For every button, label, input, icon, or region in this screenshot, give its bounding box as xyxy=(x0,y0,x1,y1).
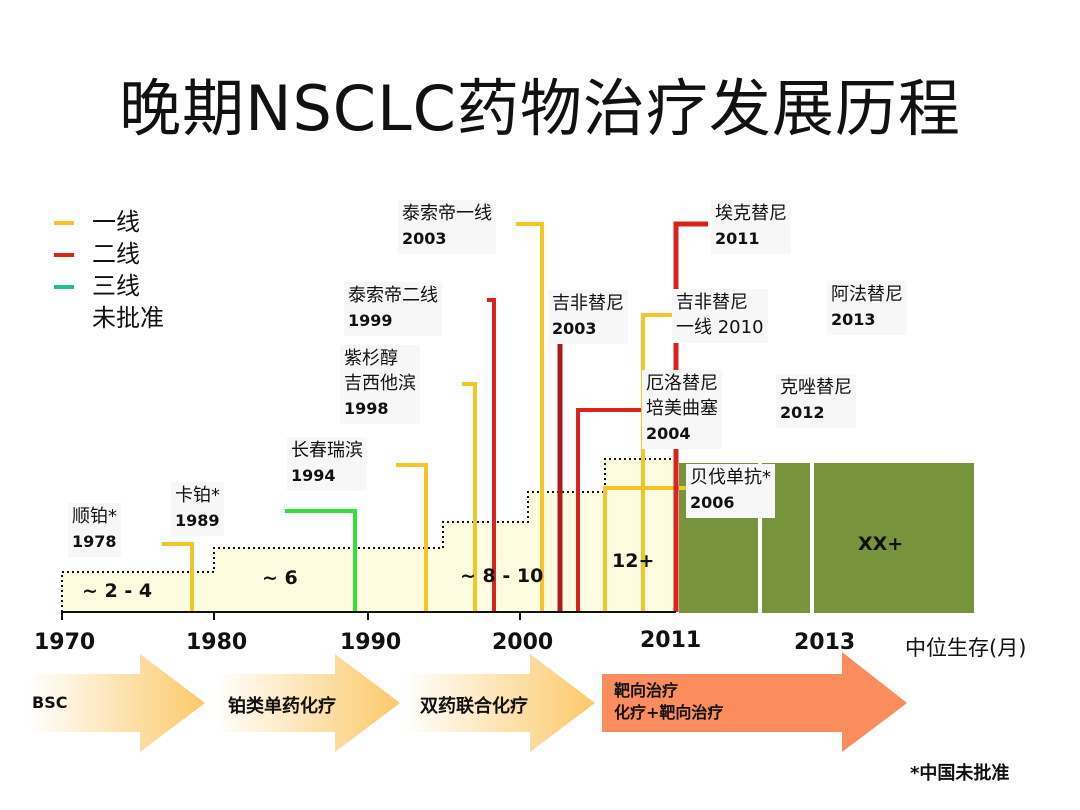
survival-range-label: ~ 2 - 4 xyxy=(82,580,153,602)
drug-label-afatinib: 阿法替尼 2013 xyxy=(827,281,907,335)
drug-name: 克唑替尼 xyxy=(780,377,852,398)
era-arrow-doublet xyxy=(405,654,595,752)
legend-swatch xyxy=(54,221,74,225)
legend-label: 未批准 xyxy=(92,304,164,332)
drug-name: 厄洛替尼 xyxy=(646,373,718,394)
drug-label-gefitinib: 吉非替尼 2003 xyxy=(548,290,628,344)
drug-label-bevacizumab: 贝伐单抗* 2006 xyxy=(686,464,775,518)
drug-name: 紫杉醇 xyxy=(344,348,398,369)
drug-year: 2003 xyxy=(402,229,447,248)
axis-tick-label: 2011 xyxy=(640,628,702,653)
drug-year: 1998 xyxy=(344,399,389,418)
legend-swatch xyxy=(54,253,74,257)
page-title: 晚期NSCLC药物治疗发展历程 xyxy=(119,72,961,145)
drug-label-icotinib: 埃克替尼 2011 xyxy=(711,200,791,254)
drug-line-docetaxel-2nd xyxy=(487,298,496,612)
drug-label-vinorelbine: 长春瑞滨 1994 xyxy=(287,437,367,491)
drug-name: 一线 2010 xyxy=(676,317,764,338)
drug-line-bevacizumab xyxy=(603,486,690,612)
drug-name: 泰索帝二线 xyxy=(348,285,438,306)
era-label-line: 靶向治疗 xyxy=(614,681,679,700)
legend-item-third-line: 三线 xyxy=(54,270,164,302)
era-label-targeted: 靶向治疗 化疗+靶向治疗 xyxy=(614,680,723,724)
drug-name: 培美曲塞 xyxy=(646,398,718,419)
axis-tick-label: 2013 xyxy=(794,630,856,655)
axis-unit-label: 中位生存(月) xyxy=(905,636,1027,660)
legend-label: 二线 xyxy=(92,240,140,268)
legend-item-second-line: 二线 xyxy=(54,238,164,270)
footnote: *中国未批准 xyxy=(910,763,1010,784)
era-label-doublet: 双药联合化疗 xyxy=(420,696,528,717)
drug-name: 吉非替尼 xyxy=(552,293,624,314)
drug-label-docetaxel-2nd: 泰索帝二线 1999 xyxy=(344,282,442,336)
legend-item-unapproved: 未批准 xyxy=(54,302,164,334)
legend-label: 三线 xyxy=(92,272,140,300)
drug-year: 1994 xyxy=(291,466,336,485)
drug-year: 1989 xyxy=(175,511,220,530)
drug-year: 2004 xyxy=(646,424,691,443)
legend: 一线 二线 三线 未批准 xyxy=(54,206,164,334)
axis-tick-label: 1980 xyxy=(186,630,248,655)
drug-year: 2012 xyxy=(780,403,825,422)
drug-label-crizotinib: 克唑替尼 2012 xyxy=(776,374,856,428)
drug-label-docetaxel-1st: 泰索帝一线 2003 xyxy=(398,200,496,254)
drug-year: 1978 xyxy=(72,532,117,551)
drug-line-gefitinib-1st xyxy=(641,313,676,612)
drug-line-paclitaxel xyxy=(462,382,477,612)
drug-name: 卡铂* xyxy=(175,485,220,506)
era-arrow-bsc xyxy=(30,654,205,752)
x-axis-ticks xyxy=(61,612,521,620)
axis-tick-label: 1990 xyxy=(340,630,402,655)
drug-label-erlotinib: 厄洛替尼 培美曲塞 2004 xyxy=(642,370,722,449)
drug-name: 吉非替尼 xyxy=(676,292,748,313)
drug-year: 2003 xyxy=(552,319,597,338)
drug-name: 贝伐单抗* xyxy=(690,467,771,488)
drug-year: 2006 xyxy=(690,493,735,512)
drug-name: 泰索帝一线 xyxy=(402,203,492,224)
era-arrow-platinum xyxy=(215,654,400,752)
drug-name: 阿法替尼 xyxy=(831,284,903,305)
era-label-bsc: BSC xyxy=(32,693,68,712)
survival-range-label: 12+ xyxy=(612,550,655,572)
era-label-line: 化疗+靶向治疗 xyxy=(614,703,724,722)
era-label-platinum: 铂类单药化疗 xyxy=(228,696,336,717)
drug-line-erlotinib xyxy=(576,408,643,612)
survival-range-label: XX+ xyxy=(858,533,904,555)
drug-line-vinorelbine xyxy=(396,463,428,612)
legend-label: 一线 xyxy=(92,208,140,236)
drug-name: 长春瑞滨 xyxy=(291,440,363,461)
survival-step-outline xyxy=(61,458,676,612)
drug-line-docetaxel-1st xyxy=(516,222,544,612)
survival-range-label: ~ 8 - 10 xyxy=(460,565,544,587)
drug-name: 顺铂* xyxy=(72,506,117,527)
drug-year: 1999 xyxy=(348,311,393,330)
drug-year: 2011 xyxy=(715,229,760,248)
legend-swatch xyxy=(54,285,74,289)
survival-range-label: ~ 6 xyxy=(262,567,298,589)
drug-line-cisplatin xyxy=(162,542,194,612)
drug-year: 2013 xyxy=(831,310,876,329)
drug-line-icotinib xyxy=(673,221,708,612)
era-arrow-targeted xyxy=(602,652,907,752)
drug-label-gefitinib-1st: 吉非替尼 一线 2010 xyxy=(672,289,768,343)
axis-tick-label: 1970 xyxy=(34,630,96,655)
legend-item-first-line: 一线 xyxy=(54,206,164,238)
axis-tick-label: 2000 xyxy=(492,630,554,655)
drug-name: 吉西他滨 xyxy=(344,373,416,394)
drug-line-carboplatin xyxy=(285,509,357,612)
drug-label-cisplatin: 顺铂* 1978 xyxy=(68,503,121,557)
drug-name: 埃克替尼 xyxy=(715,203,787,224)
drug-label-carboplatin: 卡铂* 1989 xyxy=(171,482,224,536)
survival-step-area xyxy=(62,459,676,612)
drug-label-paclitaxel: 紫杉醇 吉西他滨 1998 xyxy=(340,345,420,424)
